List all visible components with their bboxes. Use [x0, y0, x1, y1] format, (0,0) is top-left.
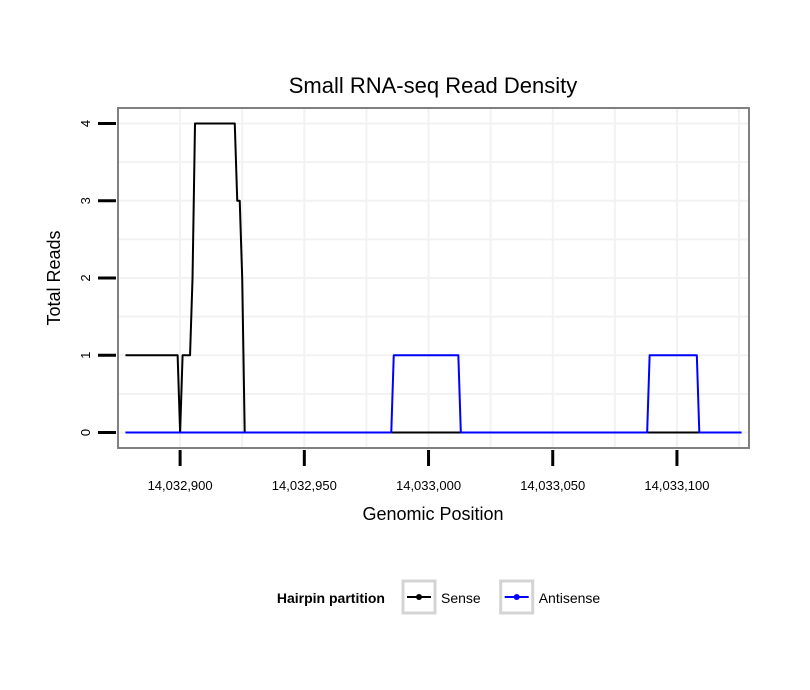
series-layer	[125, 122, 742, 434]
legend-label-antisense: Antisense	[539, 590, 601, 606]
plot-panel	[117, 107, 750, 449]
chart-title: Small RNA-seq Read Density	[289, 73, 578, 98]
legend-dot-antisense	[513, 594, 520, 600]
x-tick-label: 14,033,000	[396, 478, 461, 493]
x-axis-label: Genomic Position	[362, 504, 503, 524]
x-tick-label: 14,033,100	[644, 478, 709, 493]
y-axis-label: Total Reads	[44, 230, 64, 325]
y-tick-label: 1	[78, 352, 93, 359]
legend-items: Sense Antisense	[401, 579, 601, 615]
y-tick-label: 0	[78, 429, 93, 436]
x-axis: 14,032,900 14,032,950 14,033,000 14,033,050…	[148, 450, 709, 493]
y-tick-label: 4	[78, 120, 93, 127]
x-tick-label: 14,032,900	[148, 478, 213, 493]
x-tick-label: 14,033,050	[520, 478, 585, 493]
series-line-sense	[125, 122, 742, 434]
plot-border	[117, 107, 750, 449]
legend-label-sense: Sense	[441, 590, 481, 606]
x-tick-label: 14,032,950	[272, 478, 337, 493]
legend: Hairpin partition Sense Antisense	[277, 579, 601, 615]
y-axis: 0 1 2 3 4	[78, 120, 116, 436]
legend-dot-sense	[416, 594, 422, 600]
grid-lines	[117, 108, 749, 448]
legend-title: Hairpin partition	[277, 590, 385, 606]
series-line-antisense	[125, 354, 742, 434]
y-tick-label: 3	[78, 197, 93, 204]
y-tick-label: 2	[78, 274, 93, 281]
